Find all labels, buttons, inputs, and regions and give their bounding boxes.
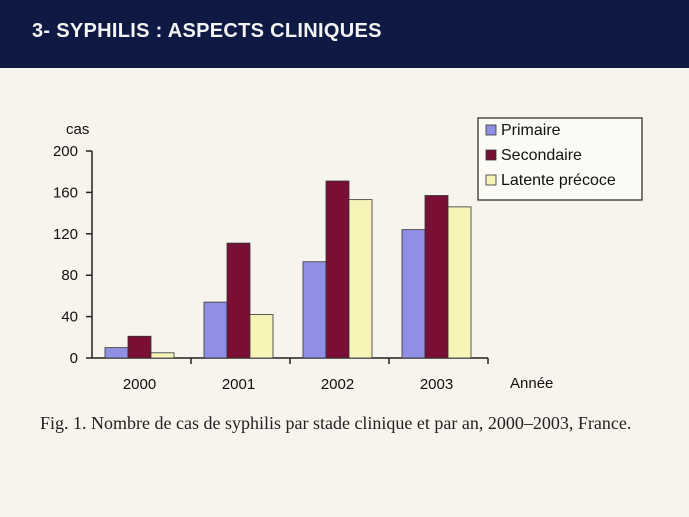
- bar-latente-pr-coce-2002: [348, 199, 373, 359]
- x-tick-label: 2002: [321, 376, 354, 393]
- y-axis-label: cas: [66, 121, 89, 138]
- legend-label: Latente précoce: [501, 172, 616, 189]
- legend-label: Secondaire: [501, 147, 582, 164]
- slide-header: 3- SYPHILIS : ASPECTS CLINIQUES: [0, 0, 689, 68]
- x-tick-label: 2000: [123, 376, 156, 393]
- x-tick-label: 2003: [420, 376, 453, 393]
- bar-secondaire-2001: [226, 242, 251, 359]
- y-tick-label: 80: [61, 267, 78, 284]
- legend-box: [477, 117, 643, 201]
- bar-secondaire-2002: [325, 180, 350, 359]
- bar-secondaire-2000: [127, 335, 152, 359]
- bar-primaire-2000: [104, 347, 129, 359]
- bar-primaire-2002: [302, 261, 327, 359]
- bar-latente-pr-coce-2003: [447, 206, 472, 359]
- x-axis-label: Année: [510, 375, 553, 392]
- figure-caption: Fig. 1. Nombre de cas de syphilis par st…: [40, 413, 632, 433]
- slide-title: 3- SYPHILIS : ASPECTS CLINIQUES: [32, 20, 382, 42]
- y-tick-label: 160: [53, 184, 78, 201]
- bar-primaire-2001: [203, 301, 228, 359]
- x-tick-label: 2001: [222, 376, 255, 393]
- y-tick-label: 0: [70, 350, 78, 367]
- y-tick-label: 120: [53, 226, 78, 243]
- bar-latente-pr-coce-2000: [150, 352, 175, 359]
- y-tick-label: 200: [53, 143, 78, 160]
- legend-label: Primaire: [501, 122, 561, 139]
- bar-latente-pr-coce-2001: [249, 314, 274, 359]
- bar-secondaire-2003: [424, 195, 449, 359]
- y-tick-label: 40: [61, 309, 78, 326]
- legend-swatch: [485, 124, 497, 136]
- chart-legend: Primaire Secondaire Latente précoce: [477, 117, 643, 201]
- legend-swatch: [485, 174, 497, 186]
- bar-primaire-2003: [401, 229, 426, 359]
- legend-swatch: [485, 149, 497, 161]
